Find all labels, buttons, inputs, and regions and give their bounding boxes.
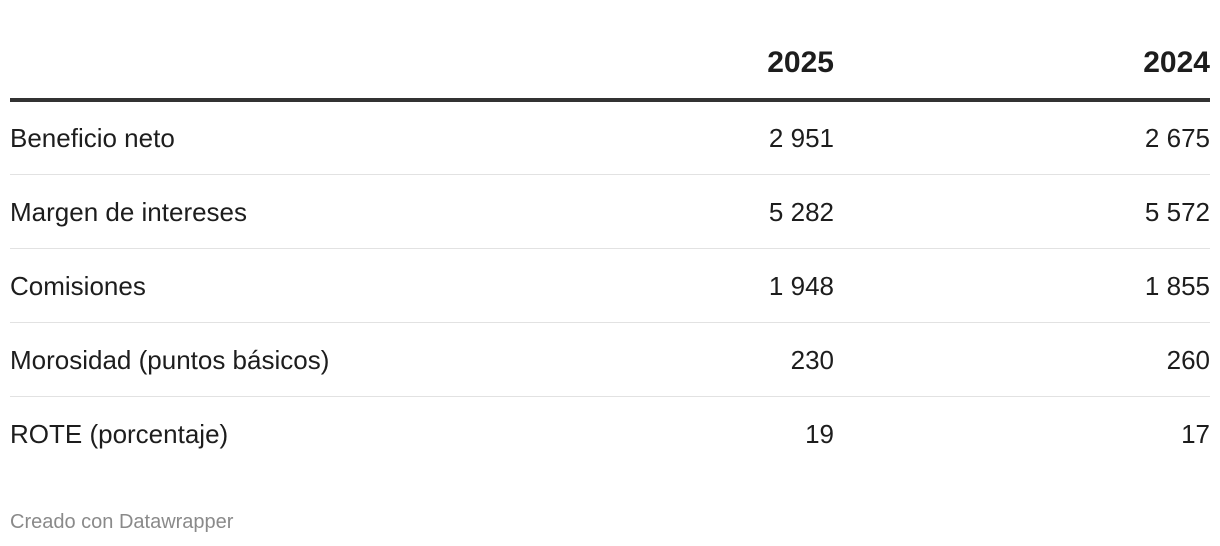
row-label: ROTE (porcentaje) xyxy=(10,419,229,449)
cell-value: 19 xyxy=(805,419,834,449)
cell-value: 2 951 xyxy=(768,123,834,153)
cell-value: 17 xyxy=(1181,419,1210,449)
header-rule xyxy=(10,98,1210,102)
cell-value: 230 xyxy=(790,345,834,375)
row-separator xyxy=(10,396,1210,397)
cell-value: 2 675 xyxy=(1144,123,1210,153)
cell-value: 5 572 xyxy=(1144,197,1210,227)
footer-credit: Creado con Datawrapper xyxy=(10,511,234,533)
cell-value: 5 282 xyxy=(768,197,834,227)
row-label: Comisiones xyxy=(10,271,146,301)
cell-value: 260 xyxy=(1166,345,1210,375)
row-label: Beneficio neto xyxy=(10,123,175,153)
column-header: 2025 xyxy=(767,46,834,79)
row-separator xyxy=(10,174,1210,175)
cell-value: 1 948 xyxy=(768,271,834,301)
row-separator xyxy=(10,322,1210,323)
column-header: 2024 xyxy=(1143,46,1210,79)
row-label: Morosidad (puntos básicos) xyxy=(10,345,330,375)
row-label: Margen de intereses xyxy=(10,197,248,227)
row-separator xyxy=(10,248,1210,249)
cell-value: 1 855 xyxy=(1144,271,1210,301)
